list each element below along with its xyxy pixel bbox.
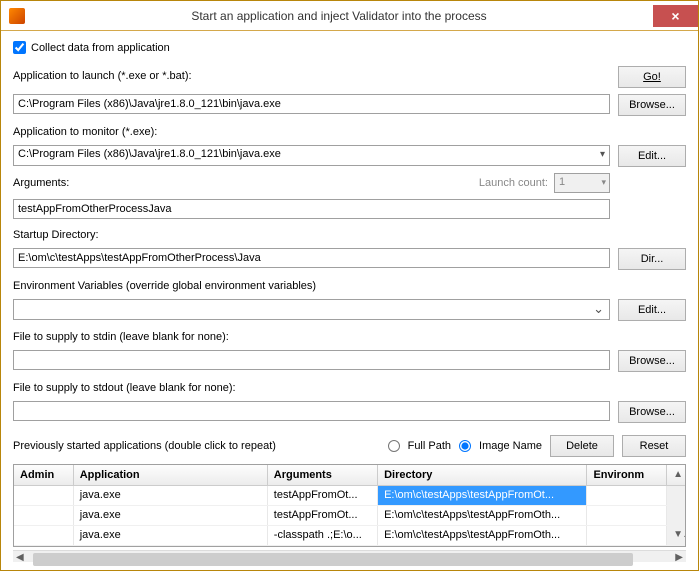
- th-directory[interactable]: Directory: [378, 465, 587, 485]
- th-arguments[interactable]: Arguments: [267, 465, 377, 485]
- go-button[interactable]: Go!: [618, 66, 686, 88]
- browse-stdin-button[interactable]: Browse...: [618, 350, 686, 372]
- window: Start an application and inject Validato…: [0, 0, 699, 571]
- vscroll-down[interactable]: ▼: [667, 525, 685, 545]
- delete-button[interactable]: Delete: [550, 435, 614, 457]
- app-icon: [9, 8, 25, 24]
- image-name-label: Image Name: [479, 440, 542, 452]
- titlebar: Start an application and inject Validato…: [1, 1, 698, 31]
- edit-env-button[interactable]: Edit...: [618, 299, 686, 321]
- stdin-input[interactable]: [13, 350, 610, 370]
- table-header-row: Admin Application Arguments Directory En…: [14, 465, 685, 485]
- env-vars-combo[interactable]: [13, 299, 610, 320]
- collect-data-checkbox[interactable]: [13, 41, 26, 54]
- path-display-radio-group: Full Path Image Name: [388, 440, 542, 452]
- prev-apps-table: Admin Application Arguments Directory En…: [13, 464, 686, 547]
- app-monitor-label: Application to monitor (*.exe):: [13, 126, 610, 138]
- horizontal-scrollbar[interactable]: [13, 550, 686, 563]
- window-title: Start an application and inject Validato…: [25, 9, 653, 23]
- app-monitor-value: C:\Program Files (x86)\Java\jre1.8.0_121…: [18, 148, 281, 160]
- th-environment[interactable]: Environm: [587, 465, 667, 485]
- collect-data-label: Collect data from application: [31, 42, 170, 54]
- browse-stdout-button[interactable]: Browse...: [618, 401, 686, 423]
- hscroll-thumb[interactable]: [33, 553, 633, 566]
- launch-count-spinner[interactable]: 1: [554, 173, 610, 193]
- content-area: Collect data from application Applicatio…: [1, 31, 698, 570]
- arguments-label: Arguments:: [13, 177, 473, 189]
- startup-dir-input[interactable]: [13, 248, 610, 268]
- env-vars-label: Environment Variables (override global e…: [13, 280, 610, 292]
- app-launch-input[interactable]: [13, 94, 610, 114]
- reset-button[interactable]: Reset: [622, 435, 686, 457]
- launch-count-label: Launch count:: [479, 177, 548, 189]
- th-application[interactable]: Application: [73, 465, 267, 485]
- app-monitor-combo[interactable]: C:\Program Files (x86)\Java\jre1.8.0_121…: [13, 145, 610, 166]
- arguments-input[interactable]: [13, 199, 610, 219]
- dir-button[interactable]: Dir...: [618, 248, 686, 270]
- app-launch-label: Application to launch (*.exe or *.bat):: [13, 70, 610, 82]
- full-path-label: Full Path: [408, 440, 451, 452]
- close-button[interactable]: ×: [653, 5, 698, 27]
- browse-launch-button[interactable]: Browse...: [618, 94, 686, 116]
- table-row[interactable]: java.exe testAppFromOt... E:\om\c\testAp…: [14, 505, 685, 525]
- vscroll-up[interactable]: ▲: [667, 465, 685, 485]
- stdout-input[interactable]: [13, 401, 610, 421]
- stdin-label: File to supply to stdin (leave blank for…: [13, 331, 610, 343]
- stdout-label: File to supply to stdout (leave blank fo…: [13, 382, 610, 394]
- table-row[interactable]: java.exe testAppFromOt... E:\om\c\testAp…: [14, 485, 685, 505]
- full-path-radio[interactable]: [388, 440, 400, 452]
- startup-dir-label: Startup Directory:: [13, 229, 610, 241]
- image-name-radio[interactable]: [459, 440, 471, 452]
- edit-monitor-button[interactable]: Edit...: [618, 145, 686, 167]
- th-admin[interactable]: Admin: [14, 465, 73, 485]
- selected-cell: E:\om\c\testApps\testAppFromOt...: [378, 485, 587, 505]
- table-row[interactable]: java.exe -classpath .;E:\o... E:\om\c\te…: [14, 525, 685, 545]
- prev-apps-label: Previously started applications (double …: [13, 440, 380, 452]
